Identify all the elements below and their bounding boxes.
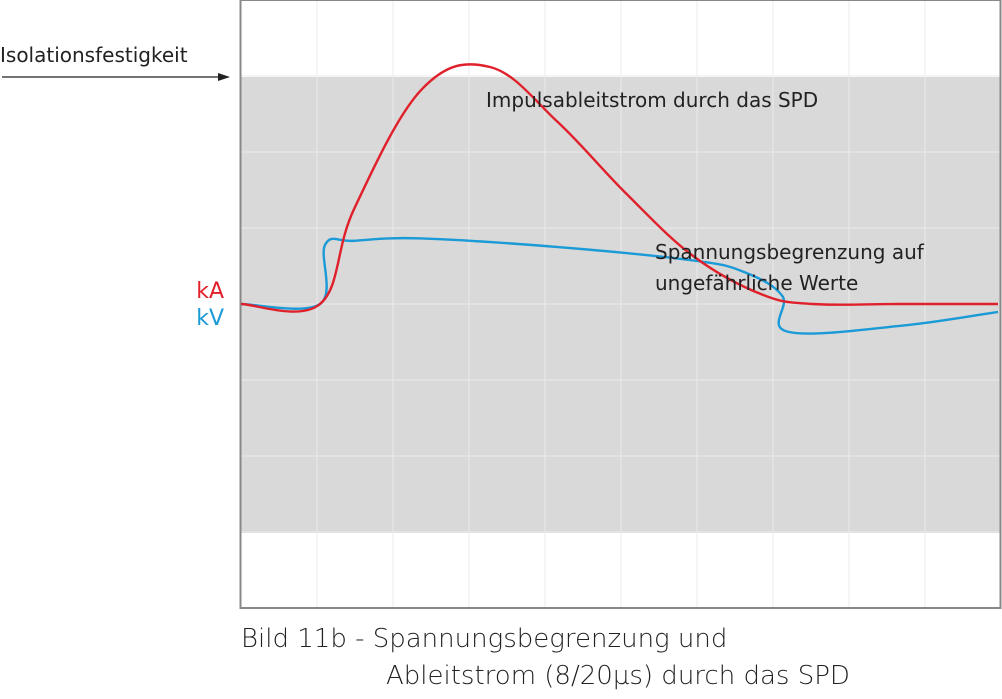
insulation-arrow-head <box>218 73 230 81</box>
grid-horizontal <box>241 75 1000 533</box>
annotation-voltage-line-2: ungefährliche Werte <box>655 271 858 295</box>
annotation-current: Impulsableitstrom durch das SPD <box>486 88 818 112</box>
caption-line-1: Bild 11b - Spannungsbegrenzung und <box>241 624 728 654</box>
series-current-line <box>240 63 998 313</box>
insulation-label: Isolationsfestigkeit <box>0 43 188 67</box>
plot-frame <box>239 0 1002 609</box>
annotation-voltage-line-1: Spannungsbegrenzung auf <box>655 240 925 264</box>
caption-line-2: Ableitstrom (8/20µs) durch das SPD <box>386 661 850 691</box>
y-label-ka: kA <box>196 279 224 304</box>
series-voltage-line <box>240 236 999 335</box>
y-label-kv: kV <box>196 306 224 331</box>
